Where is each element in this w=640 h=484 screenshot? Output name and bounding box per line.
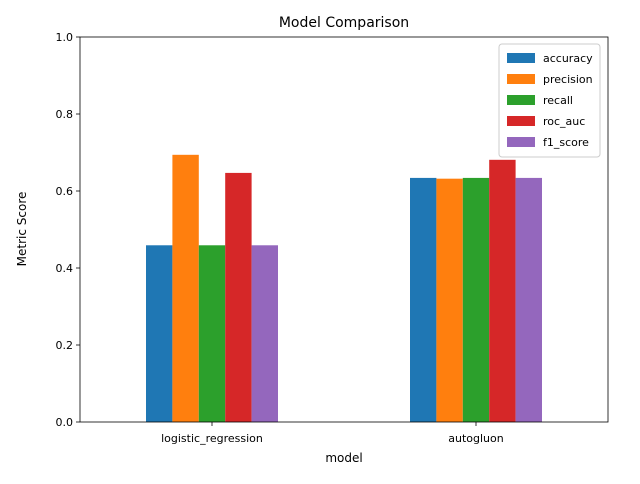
bar-roc_auc-autogluon (489, 159, 516, 422)
legend-swatch-recall (507, 95, 535, 105)
bar-f1_score-autogluon (515, 177, 542, 422)
plot-frame (79, 36, 609, 423)
x-tick-label: autogluon (448, 432, 503, 445)
bar-roc_auc-logistic_regression (225, 172, 252, 422)
legend-box (498, 43, 601, 158)
y-axis-label: Metric Score (15, 192, 29, 267)
y-tick-label: 0.8 (56, 108, 74, 121)
y-tick-label: 0.2 (56, 339, 74, 352)
legend-swatch-accuracy (507, 53, 535, 63)
bar-recall-logistic_regression (198, 245, 226, 422)
legend: accuracy precision recall roc_auc f1_score (498, 43, 601, 158)
bar-precision-logistic_regression (172, 154, 199, 422)
y-tick-label: 0.0 (56, 416, 74, 429)
bar-precision-autogluon (436, 178, 463, 422)
legend-label-roc_auc: roc_auc (543, 115, 585, 128)
legend-label-recall: recall (543, 94, 573, 107)
bar-accuracy-logistic_regression (146, 245, 173, 422)
axes-layer: 0.0 0.2 0.4 0.6 0.8 1.0 logistic_regression aut… (56, 31, 609, 445)
legend-swatch-roc_auc (507, 116, 535, 126)
x-axis-label: model (325, 451, 362, 465)
y-tick-label: 0.6 (56, 185, 74, 198)
bars-layer (146, 154, 542, 422)
bar-recall-autogluon (462, 177, 490, 422)
legend-label-accuracy: accuracy (543, 52, 593, 65)
legend-swatch-precision (507, 74, 535, 84)
x-tick-label: logistic_regression (161, 432, 263, 445)
legend-label-f1_score: f1_score (543, 136, 589, 149)
legend-swatch-f1_score (507, 137, 535, 147)
chart-title: Model Comparison (279, 15, 409, 31)
bar-accuracy-autogluon (410, 177, 437, 422)
y-tick-label: 0.4 (56, 262, 74, 275)
y-tick-label: 1.0 (56, 31, 74, 44)
legend-label-precision: precision (543, 73, 593, 86)
bar-f1_score-logistic_regression (251, 245, 278, 422)
